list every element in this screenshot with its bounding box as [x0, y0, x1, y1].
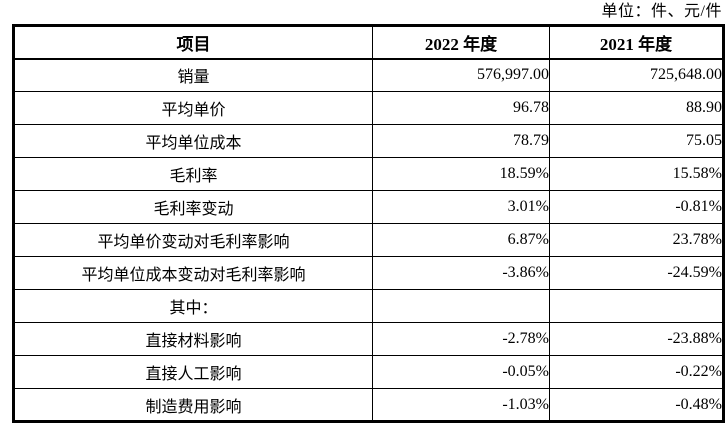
- row-value-2022: -2.78%: [372, 322, 550, 356]
- row-value-2021: -24.59%: [549, 256, 724, 290]
- header-year-2022: 2022 年度: [372, 25, 550, 60]
- row-value-2021: 15.58%: [549, 157, 724, 191]
- row-value-2022: 576,997.00: [372, 58, 550, 92]
- table-row: 平均单价 96.78 88.90: [13, 91, 724, 125]
- gross-margin-comparison-table: 项目 2022 年度 2021 年度 销量 576,997.00 725,648…: [12, 24, 725, 423]
- table-row: 直接人工影响 -0.05% -0.22%: [13, 355, 724, 389]
- row-value-2022: 18.59%: [372, 157, 550, 191]
- row-label: 制造费用影响: [13, 388, 373, 422]
- table-row: 毛利率 18.59% 15.58%: [13, 157, 724, 191]
- row-value-2022: -0.05%: [372, 355, 550, 389]
- row-value-2021: -0.48%: [549, 388, 724, 422]
- row-value-2021: 88.90: [549, 91, 724, 125]
- table-row: 制造费用影响 -1.03% -0.48%: [13, 388, 724, 422]
- header-item-column: 项目: [13, 25, 373, 60]
- row-value-2021: -0.22%: [549, 355, 724, 389]
- row-label: 平均单位成本变动对毛利率影响: [13, 256, 373, 290]
- row-value-2021: -0.81%: [549, 190, 724, 224]
- table-row: 平均单位成本 78.79 75.05: [13, 124, 724, 158]
- table-row: 销量 576,997.00 725,648.00: [13, 58, 724, 92]
- row-label: 平均单价: [13, 91, 373, 125]
- row-value-2021: 75.05: [549, 124, 724, 158]
- row-label: 毛利率变动: [13, 190, 373, 224]
- row-value-2021: 725,648.00: [549, 58, 724, 92]
- row-value-2022: 3.01%: [372, 190, 550, 224]
- table-row: 平均单价变动对毛利率影响 6.87% 23.78%: [13, 223, 724, 257]
- table-row: 其中：: [13, 289, 724, 323]
- unit-label: 单位：件、元/件: [601, 3, 722, 20]
- row-value-2022: [372, 289, 550, 323]
- row-label: 其中：: [13, 289, 373, 323]
- row-value-2021: [549, 289, 724, 323]
- row-label: 销量: [13, 58, 373, 92]
- row-label: 直接材料影响: [13, 322, 373, 356]
- row-value-2021: -23.88%: [549, 322, 724, 356]
- row-value-2021: 23.78%: [549, 223, 724, 257]
- table-row: 平均单位成本变动对毛利率影响 -3.86% -24.59%: [13, 256, 724, 290]
- row-label: 直接人工影响: [13, 355, 373, 389]
- row-value-2022: -3.86%: [372, 256, 550, 290]
- row-label: 平均单位成本: [13, 124, 373, 158]
- table-row: 毛利率变动 3.01% -0.81%: [13, 190, 724, 224]
- row-value-2022: 78.79: [372, 124, 550, 158]
- header-year-2021: 2021 年度: [549, 25, 724, 60]
- table-header-row: 项目 2022 年度 2021 年度: [13, 25, 724, 60]
- row-value-2022: 6.87%: [372, 223, 550, 257]
- table-row: 直接材料影响 -2.78% -23.88%: [13, 322, 724, 356]
- row-label: 毛利率: [13, 157, 373, 191]
- row-value-2022: -1.03%: [372, 388, 550, 422]
- row-value-2022: 96.78: [372, 91, 550, 125]
- row-label: 平均单价变动对毛利率影响: [13, 223, 373, 257]
